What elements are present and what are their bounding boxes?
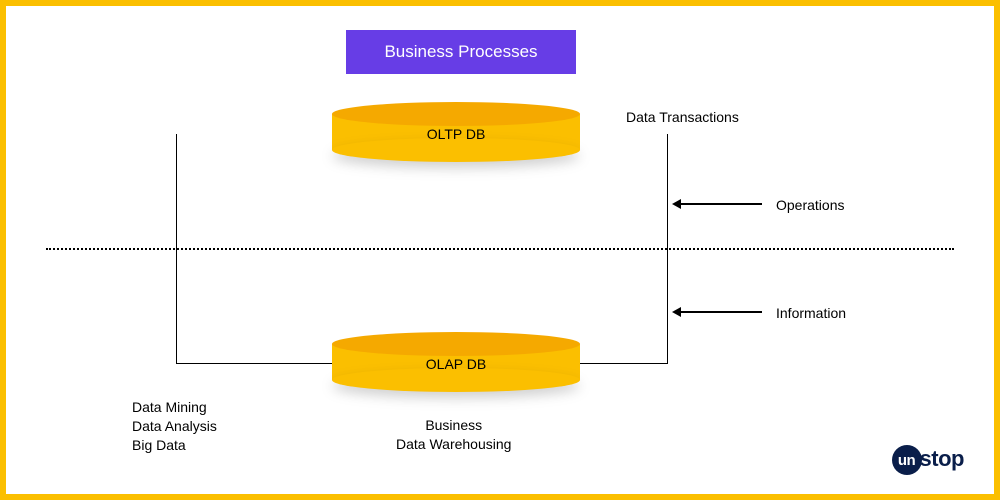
arrow-operations — [681, 203, 762, 205]
cylinder-label: OLTP DB — [427, 126, 486, 142]
cylinder-olap: OLAP DB — [332, 332, 580, 392]
label-line: Data Warehousing — [396, 435, 511, 454]
cylinder-label: OLAP DB — [426, 356, 486, 372]
label-data-transactions: Data Transactions — [626, 108, 739, 127]
brand-logo: unstop — [892, 446, 964, 477]
brand-suffix: stop — [920, 446, 964, 471]
diagram-frame: Business Processes OLTP DB OLAP DB Data … — [0, 0, 1000, 500]
label-operations: Operations — [776, 196, 844, 215]
arrow-head-icon — [672, 307, 681, 317]
section-divider — [46, 248, 954, 250]
arrow-head-icon — [672, 199, 681, 209]
label-line: Data Mining — [132, 398, 217, 417]
label-information: Information — [776, 304, 846, 323]
label-left-block: Data Mining Data Analysis Big Data — [132, 398, 217, 455]
label-line: Data Analysis — [132, 417, 217, 436]
title-box: Business Processes — [346, 30, 576, 74]
arrow-information — [681, 311, 762, 313]
label-bottom-block: Business Data Warehousing — [396, 416, 511, 454]
diagram-canvas: Business Processes OLTP DB OLAP DB Data … — [6, 6, 994, 494]
title-text: Business Processes — [384, 42, 537, 62]
cylinder-oltp: OLTP DB — [332, 102, 580, 162]
label-line: Business — [396, 416, 511, 435]
cylinder-top — [332, 102, 580, 126]
brand-prefix: un — [892, 445, 922, 475]
cylinder-top — [332, 332, 580, 356]
label-line: Big Data — [132, 436, 217, 455]
